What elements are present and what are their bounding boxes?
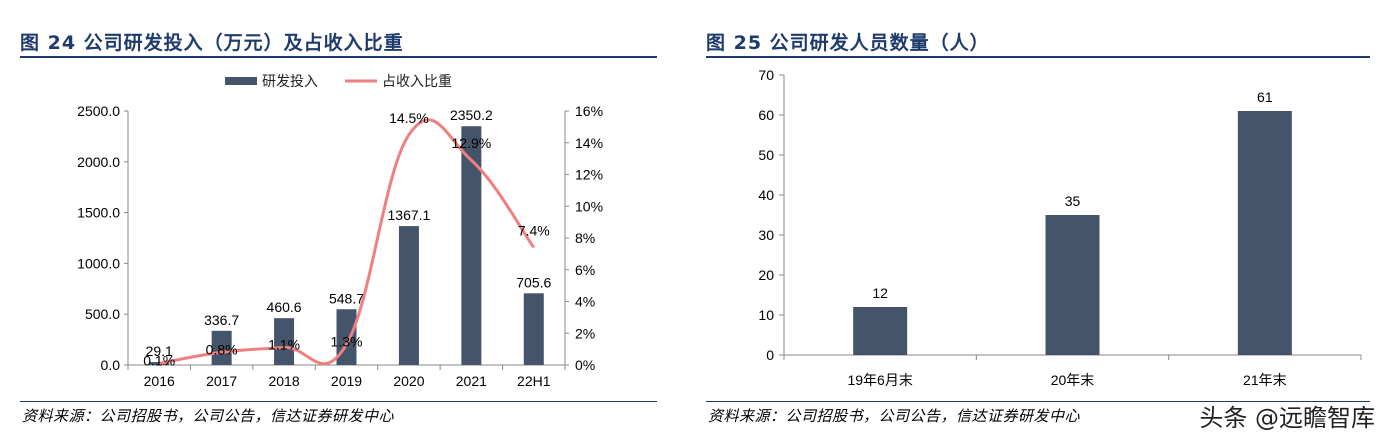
bar-data-label: 35	[1065, 193, 1081, 209]
right-chart-title: 图 25 公司研发人员数量（人）	[706, 32, 990, 54]
bar-rd-investment	[149, 362, 170, 365]
right-y-tick-label: 12%	[575, 167, 603, 183]
legend-line-label: 占收入比重	[382, 73, 452, 89]
right-y-tick-label: 6%	[575, 262, 595, 278]
legend-bar-label: 研发投入	[262, 73, 318, 89]
bar-rd-staff	[1237, 111, 1292, 355]
y-tick-label: 20	[758, 267, 774, 283]
bar-data-label: 336.7	[204, 312, 239, 328]
y-tick-label: 40	[758, 187, 774, 203]
bar-data-label: 1367.1	[388, 207, 431, 223]
line-revenue-share	[158, 118, 536, 366]
bar-rd-investment	[461, 126, 482, 365]
left-source-rule	[20, 401, 657, 402]
left-y-tick-label: 1000.0	[77, 255, 120, 271]
right-y-tick-label: 8%	[575, 230, 595, 246]
line-data-label: 1.1%	[268, 337, 300, 353]
right-y-tick-label: 4%	[575, 294, 595, 310]
bar-data-label: 2350.2	[450, 107, 493, 123]
right-source-note: 资料来源：公司招股书，公司公告，信达证券研发中心	[708, 407, 1081, 425]
bar-data-label: 61	[1257, 89, 1273, 105]
right-source-rule	[706, 401, 1370, 402]
left-y-tick-label: 500.0	[85, 306, 120, 322]
x-tick-label: 21年末	[1243, 372, 1287, 388]
left-y-tick-label: 1500.0	[77, 205, 120, 221]
y-tick-label: 60	[758, 107, 774, 123]
bar-rd-investment	[211, 330, 232, 365]
rd-staff-chart: 0 10 20 30 40 50 60 70 19年6月末 20年末 21年末 12 35 61	[758, 67, 1362, 388]
x-tick-label: 2017	[206, 373, 237, 389]
left-source-note: 资料来源：公司招股书，公司公告，信达证券研发中心	[22, 407, 395, 425]
left-y-tick-label: 0.0	[101, 357, 121, 373]
x-tick-label: 2019	[331, 373, 362, 389]
left-title-rule	[20, 56, 657, 58]
right-y-tick-label: 0%	[575, 357, 595, 373]
legend-bar-swatch	[225, 77, 257, 85]
line-data-label: 14.5%	[389, 110, 429, 126]
left-chart-title: 图 24 公司研发投入（万元）及占收入比重	[20, 32, 404, 54]
bar-rd-staff	[853, 307, 908, 355]
right-y-tick-label: 16%	[575, 103, 603, 119]
y-tick-label: 70	[758, 67, 774, 83]
x-tick-label: 20年末	[1051, 372, 1095, 388]
y-tick-label: 30	[758, 227, 774, 243]
bar-data-label: 12	[872, 285, 888, 301]
line-data-label: 7.4%	[518, 223, 550, 239]
right-title-rule	[706, 56, 1370, 58]
x-tick-label: 22H1	[517, 373, 551, 389]
bar-rd-investment	[398, 226, 419, 365]
watermark: 头条 @远瞻智库	[1199, 404, 1375, 432]
right-y-tick-label: 10%	[575, 198, 603, 214]
y-tick-label: 0	[766, 347, 774, 363]
x-tick-label: 2021	[456, 373, 487, 389]
rd-investment-chart: 研发投入 占收入比重 0.0 500.0 1000.0 1500.0 2000.0 2500.…	[77, 73, 603, 389]
right-y-tick-label: 2%	[575, 325, 595, 341]
bar-data-label: 29.1	[146, 343, 173, 359]
line-data-label: 0.1%	[143, 352, 175, 368]
bar-rd-staff	[1045, 215, 1100, 355]
bar-data-label: 460.6	[267, 299, 302, 315]
x-tick-label: 2016	[144, 373, 175, 389]
bar-data-label: 548.7	[329, 290, 364, 306]
line-data-label: 1.3%	[331, 333, 363, 349]
x-tick-label: 2020	[393, 373, 424, 389]
line-data-label: 12.9%	[452, 135, 492, 151]
y-tick-label: 50	[758, 147, 774, 163]
y-tick-label: 10	[758, 307, 774, 323]
left-y-tick-label: 2500.0	[77, 103, 120, 119]
left-y-tick-label: 2000.0	[77, 154, 120, 170]
x-tick-label: 2018	[268, 373, 299, 389]
right-y-tick-label: 14%	[575, 135, 603, 151]
bar-rd-investment	[523, 293, 544, 365]
bar-data-label: 705.6	[516, 274, 551, 290]
line-data-label: 0.8%	[206, 341, 238, 357]
x-tick-label: 19年6月末	[847, 372, 912, 388]
bar-rd-investment	[274, 318, 295, 365]
